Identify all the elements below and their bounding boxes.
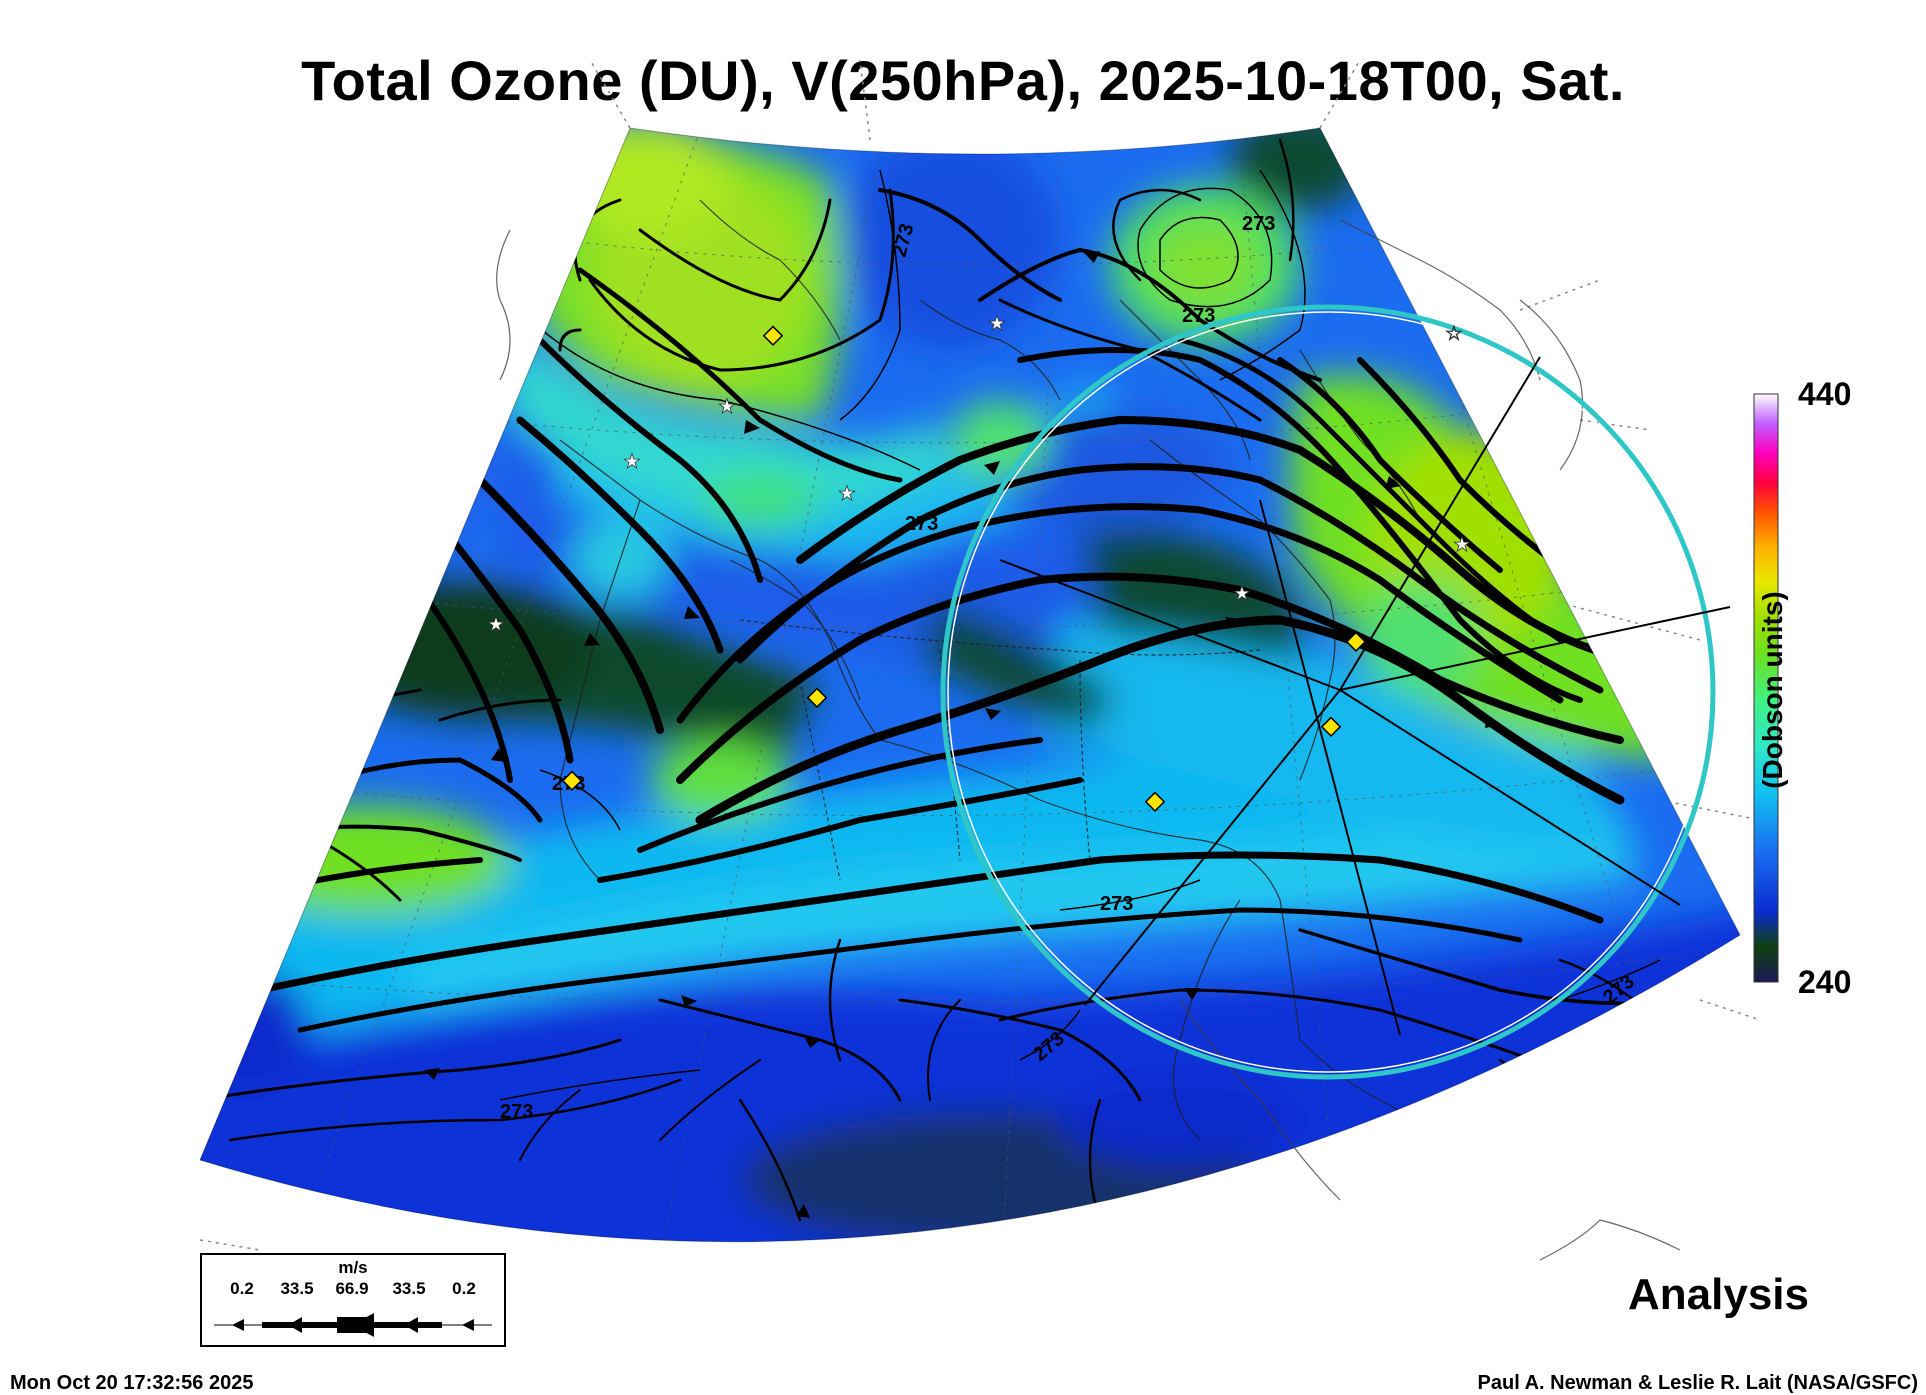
ozone-contours (499, 169, 1661, 1101)
legend-value: 33.5 (280, 1279, 314, 1298)
svg-text:★: ★ (1453, 534, 1471, 556)
svg-text:★: ★ (718, 396, 736, 418)
great-circle-ring (940, 304, 1716, 1080)
svg-text:★: ★ (623, 451, 641, 473)
wind-speed-legend: m/s 0.2 33.5 66.9 33.5 0.2 (200, 1253, 506, 1347)
legend-value: 0.2 (230, 1279, 254, 1298)
svg-text:★: ★ (988, 313, 1006, 335)
station-diamonds (561, 325, 1367, 812)
colorbar-max-label: 440 (1798, 376, 1852, 412)
cross-lines (999, 356, 1731, 1036)
outer-coastlines (496, 219, 1681, 1261)
svg-text:☆: ☆ (1445, 323, 1463, 345)
svg-text:★: ★ (838, 483, 856, 505)
colorbar (1753, 393, 1779, 983)
colorbar-units-label: (Dobson units) (1757, 591, 1788, 789)
svg-text:273: 273 (1242, 213, 1275, 235)
legend-value: 66.9 (335, 1279, 369, 1298)
map-title: Total Ozone (DU), V(250hPa), 2025-10-18T… (301, 49, 1625, 112)
outer-graticule (199, 59, 1761, 1251)
timestamp: Mon Oct 20 17:32:56 2025 (10, 1372, 254, 1394)
colorbar-min-label: 240 (1798, 964, 1852, 1000)
credit: Paul A. Newman & Leslie R. Lait (NASA/GS… (1477, 1372, 1918, 1394)
legend-units: m/s (338, 1258, 368, 1277)
station-stars: ★ ★ ★ ★ ★ ★ ★ ☆ (487, 313, 1472, 637)
map-frame (199, 127, 1741, 1243)
svg-text:273: 273 (1100, 893, 1133, 915)
legend-value: 0.2 (452, 1279, 476, 1298)
product-label: Analysis (1628, 1270, 1809, 1319)
svg-text:★: ★ (1233, 583, 1251, 605)
legend-value: 33.5 (392, 1279, 426, 1298)
wind-streamlines (200, 138, 1682, 1222)
graticule (249, 129, 1740, 1242)
svg-text:★: ★ (487, 614, 505, 636)
legend-arrow-sample (214, 1313, 492, 1337)
